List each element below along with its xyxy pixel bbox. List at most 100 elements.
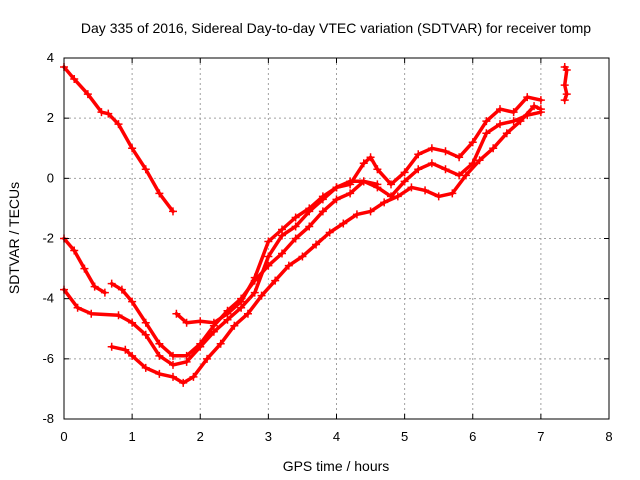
series-d [107, 108, 545, 360]
data-point [271, 276, 280, 285]
data-point [250, 273, 259, 282]
data-point [196, 339, 205, 348]
data-point [325, 228, 334, 237]
data-point [562, 90, 571, 99]
y-tick-label: 2 [47, 110, 54, 125]
data-point [489, 144, 498, 153]
data-point [114, 120, 123, 129]
x-tick-label: 0 [60, 429, 67, 444]
data-point [104, 109, 113, 118]
data-point [455, 171, 464, 180]
data-point [400, 168, 409, 177]
data-point [536, 96, 545, 105]
data-point [169, 207, 177, 216]
data-point [455, 153, 464, 162]
data-point [448, 189, 457, 198]
data-point [189, 372, 198, 381]
x-tick-label: 2 [197, 429, 204, 444]
series-b [60, 234, 109, 297]
data-point [421, 186, 430, 195]
data-point [264, 261, 273, 270]
data-point [298, 252, 307, 261]
data-point [373, 165, 382, 174]
data-point [318, 207, 327, 216]
data-point [155, 351, 164, 360]
data-point [87, 309, 96, 318]
data-point [366, 153, 375, 162]
data-point [312, 240, 321, 249]
data-point [346, 189, 355, 198]
data-point [141, 363, 150, 372]
data-point [427, 159, 436, 168]
data-point [141, 165, 150, 174]
data-point [114, 311, 123, 320]
data-point [509, 108, 518, 117]
y-tick-label: -4 [42, 291, 54, 306]
data-point [278, 225, 286, 234]
data-point [141, 330, 150, 339]
grid [64, 58, 609, 419]
x-tick-label: 4 [333, 429, 340, 444]
data-point [339, 219, 348, 228]
series-line [174, 179, 380, 325]
data-point [155, 339, 164, 348]
data-point [560, 96, 569, 105]
data-point [209, 318, 218, 327]
data-point [482, 117, 491, 126]
data-point [291, 213, 300, 222]
series-line [62, 65, 175, 214]
x-tick-label: 1 [129, 429, 136, 444]
data-point [278, 249, 286, 258]
series-line [109, 104, 543, 385]
x-tick-label: 8 [605, 429, 612, 444]
data-point [169, 360, 177, 369]
data-point [117, 285, 126, 294]
data-point [155, 369, 164, 378]
data-point [530, 102, 539, 111]
data-point [414, 150, 423, 159]
data-point [121, 345, 130, 354]
data-point [305, 222, 314, 231]
data-point [182, 351, 191, 360]
data-point [359, 159, 368, 168]
data-point [169, 351, 177, 360]
x-tick-label: 3 [265, 429, 272, 444]
data-point [393, 192, 402, 201]
data-point [107, 342, 116, 351]
data-point [100, 288, 109, 297]
data-point [291, 234, 300, 243]
data-point [475, 156, 484, 165]
data-point [516, 117, 525, 126]
series-e [107, 102, 545, 387]
series-a [60, 63, 177, 216]
data-point [70, 246, 79, 255]
data-point [427, 144, 436, 153]
data-point [264, 237, 273, 246]
x-axis-label: GPS time / hours [283, 458, 390, 474]
data-series [60, 63, 571, 387]
data-point [441, 165, 450, 174]
y-tick-label: -8 [42, 411, 54, 426]
data-point [243, 309, 252, 318]
data-point [90, 282, 99, 291]
data-point [434, 192, 443, 201]
data-point [352, 210, 361, 219]
series-line [62, 95, 543, 367]
data-point [305, 204, 314, 213]
data-point [359, 177, 368, 186]
data-point [107, 279, 116, 288]
data-point [509, 117, 518, 126]
data-point [257, 291, 266, 300]
data-point [400, 177, 409, 186]
x-tick-label: 5 [401, 429, 408, 444]
data-point [441, 147, 450, 156]
data-point [468, 138, 477, 147]
data-point [223, 309, 232, 318]
series-f [172, 177, 382, 327]
data-point [366, 207, 375, 216]
chart-title: Day 335 of 2016, Sidereal Day-to-day VTE… [81, 20, 591, 36]
series-g [560, 63, 571, 105]
data-point [182, 318, 191, 327]
data-point [141, 318, 150, 327]
